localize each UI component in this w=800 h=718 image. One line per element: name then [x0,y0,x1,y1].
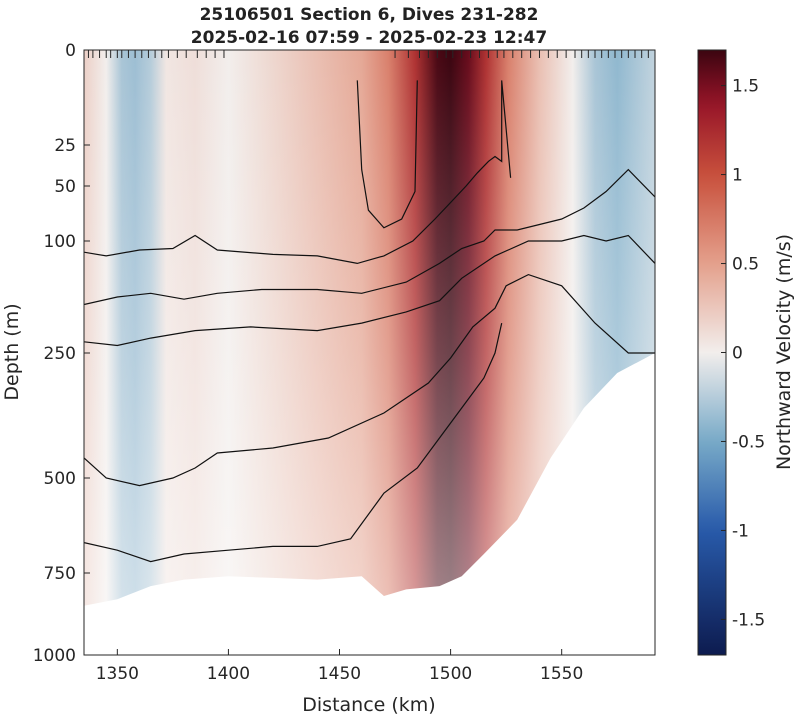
colorbar-tick-label: -0.5 [732,432,765,452]
contour-line [84,234,655,347]
contour-line [84,80,512,265]
chart-title: 25106501 Section 6, Dives 231-282 2025-0… [191,5,547,48]
isopycnal-contours [84,80,655,563]
colorbar-tick-label: 1 [732,166,743,186]
x-tick-label: 1550 [540,664,583,684]
colorbar-tick-label: -1.5 [732,610,765,630]
y-tick-label: 500 [44,469,76,489]
y-axis-label: Depth (m) [1,303,23,400]
colorbar: -1.5 -1 -0.5 0 0.5 1 1.5 Northward Velocity (m… [697,49,795,656]
contour-line [84,322,503,563]
x-axis-label: Distance (km) [302,694,435,716]
x-tick-label: 1400 [207,664,250,684]
y-tick-label: 750 [44,564,76,584]
contour-line [84,168,655,306]
colorbar-tick-label: 1.5 [732,77,759,97]
chart-title-line-2: 2025-02-16 07:59 - 2025-02-23 12:47 [191,28,547,48]
y-tick-label: 250 [44,344,76,364]
contour-line [356,80,418,229]
x-tick-label: 1450 [318,664,361,684]
colorbar-tick-label: -1 [732,521,749,541]
plot-area [84,50,655,655]
y-tick-label: 1000 [33,646,76,666]
y-tick-label: 50 [54,177,76,197]
colorbar-tick-label: 0 [732,344,743,364]
contour-line [84,273,655,487]
chart-title-line-1: 25106501 Section 6, Dives 231-282 [200,5,539,25]
colorbar-ticks: -1.5 -1 -0.5 0 0.5 1 1.5 [721,77,765,630]
y-tick-label: 25 [54,136,76,156]
colorbar-tick-label: 0.5 [732,255,759,275]
y-tick-label: 0 [65,41,76,61]
x-tick-label: 1350 [96,664,139,684]
no-data-mask [84,353,655,655]
y-axis: 0 25 50 100 250 500 750 1000 [33,41,90,666]
x-axis: 1350 1400 1450 1500 1550 [96,649,583,684]
y-tick-label: 100 [44,232,76,252]
x-tick-label: 1500 [429,664,472,684]
colorbar-label: Northward Velocity (m/s) [773,234,795,470]
dive-position-ticks [87,50,649,58]
